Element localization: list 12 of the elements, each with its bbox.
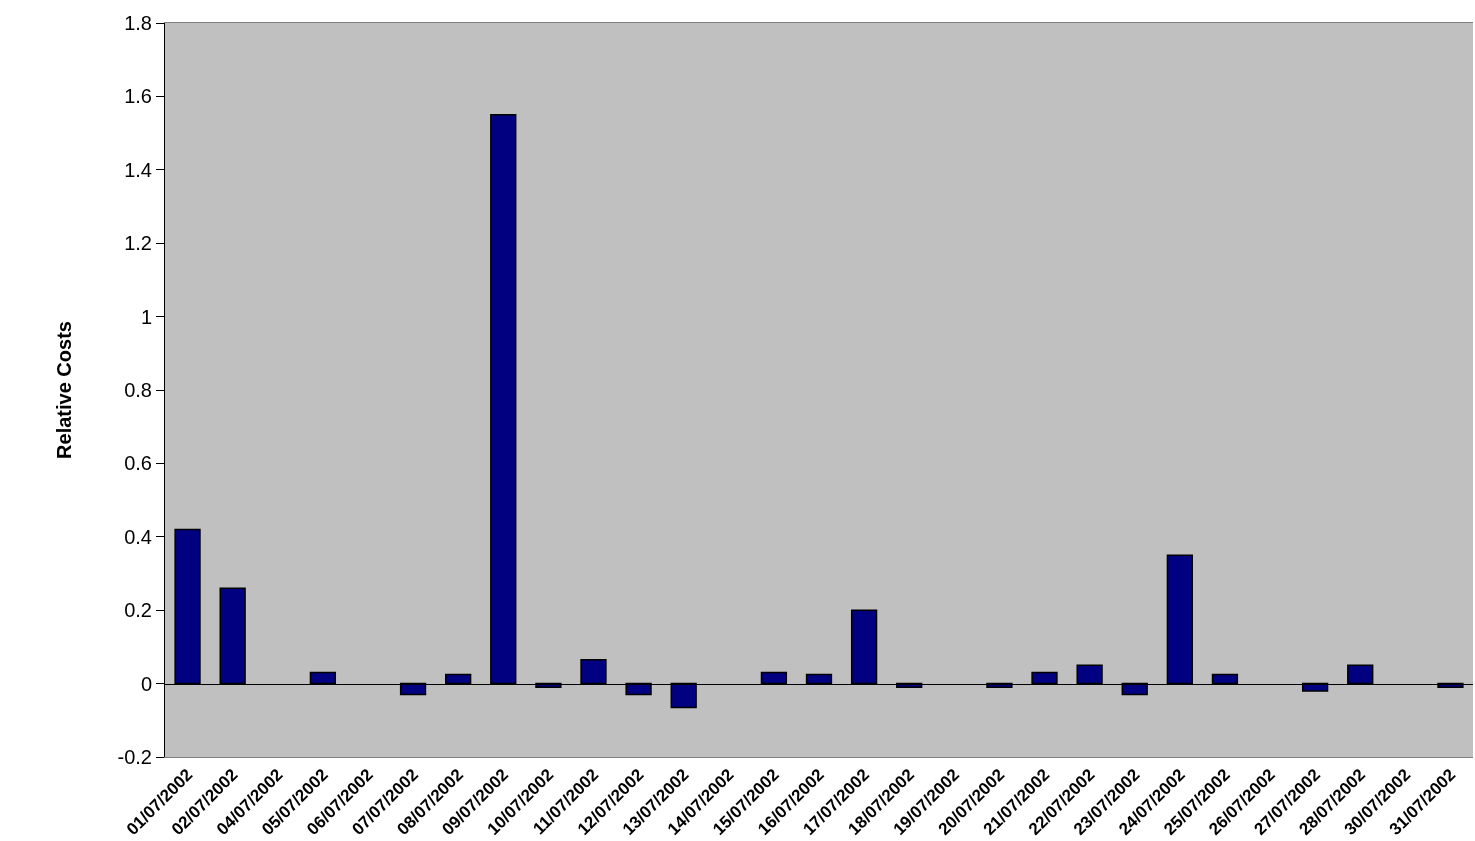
- y-tick-label: 1: [140, 305, 152, 328]
- y-tick-label: 1.6: [124, 85, 152, 108]
- y-tick-label: 0.6: [124, 452, 152, 475]
- y-axis-title: Relative Costs: [53, 321, 76, 459]
- y-tick-label: 1.4: [124, 158, 152, 181]
- y-tick-label: 1.8: [124, 12, 152, 34]
- y-tick-label: 0.2: [124, 599, 152, 622]
- y-tick-label: 1.2: [124, 232, 152, 255]
- y-tick-label: -0.2: [117, 746, 152, 768]
- y-tick-label: 0.8: [124, 379, 152, 401]
- y-tick-label: 0.4: [124, 525, 152, 548]
- y-tick-label: 0: [140, 672, 152, 695]
